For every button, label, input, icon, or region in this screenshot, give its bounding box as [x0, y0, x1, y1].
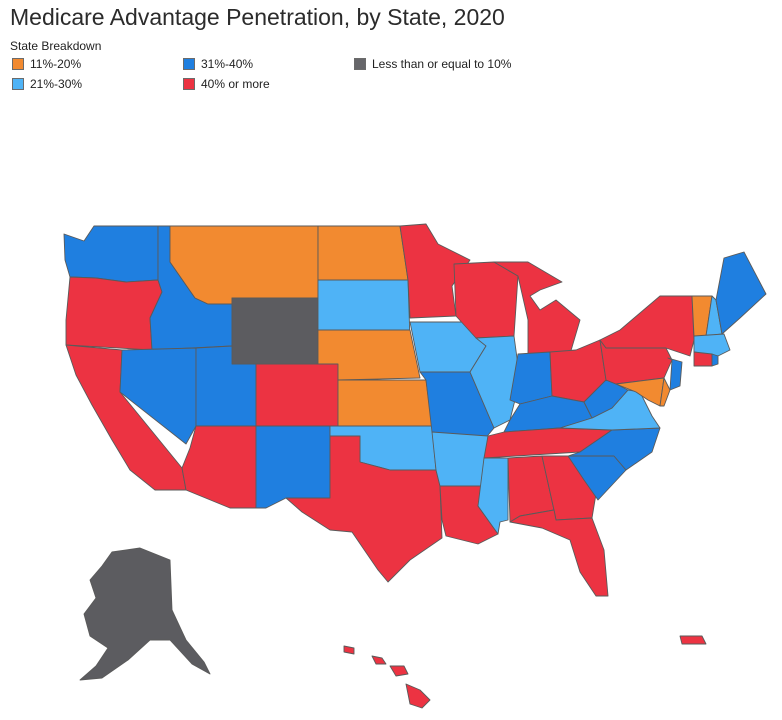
territory-puerto-rico[interactable] — [679, 635, 707, 645]
state-maryland[interactable] — [615, 377, 665, 407]
legend-swatch — [183, 78, 195, 90]
state-alaska[interactable] — [79, 547, 211, 681]
state-massachusetts[interactable] — [693, 333, 731, 357]
legend-item-31-40[interactable]: 31%-40% — [183, 57, 253, 71]
state-colorado[interactable] — [255, 363, 339, 427]
state-rhode-island[interactable] — [711, 353, 719, 367]
legend-label: 40% or more — [201, 77, 270, 91]
state-florida[interactable] — [509, 509, 609, 597]
state-north-dakota[interactable] — [317, 225, 409, 281]
legend-label: 21%-30% — [30, 77, 83, 91]
state-oregon[interactable] — [65, 276, 163, 351]
state-new-jersey[interactable] — [667, 357, 683, 391]
state-texas[interactable] — [285, 435, 443, 583]
state-hawaii[interactable] — [343, 645, 431, 709]
state-nevada[interactable] — [119, 347, 197, 445]
legend-item-21-30[interactable]: 21%-30% — [12, 77, 82, 91]
legend-label: 11%-20% — [30, 57, 82, 71]
legend-item-10-or-less[interactable]: Less than or equal to 10% — [354, 57, 511, 71]
legend-swatch — [183, 58, 195, 70]
state-maine[interactable] — [715, 251, 767, 335]
state-arizona[interactable] — [181, 425, 257, 509]
state-washington[interactable] — [63, 225, 159, 283]
state-wyoming[interactable] — [231, 297, 319, 365]
state-illinois[interactable] — [469, 335, 521, 429]
state-arkansas[interactable] — [431, 431, 489, 487]
state-kansas[interactable] — [337, 379, 433, 427]
legend-swatch — [354, 58, 366, 70]
legend-swatch — [12, 78, 24, 90]
legend-item-40-plus[interactable]: 40% or more — [183, 77, 270, 91]
legend-label: 31%-40% — [201, 57, 254, 71]
state-new-mexico[interactable] — [255, 425, 331, 509]
state-connecticut[interactable] — [693, 351, 713, 367]
state-delaware[interactable] — [659, 377, 671, 407]
state-new-york[interactable] — [599, 295, 695, 357]
map-title: Medicare Advantage Penetration, by State… — [10, 4, 505, 30]
legend-label: Less than or equal to 10% — [372, 57, 512, 71]
legend-item-11-20[interactable]: 11%-20% — [12, 57, 81, 71]
legend-swatch — [12, 58, 24, 70]
state-montana[interactable] — [169, 225, 319, 305]
state-minnesota[interactable] — [399, 223, 471, 319]
legend-title: State Breakdown — [10, 39, 102, 53]
state-michigan[interactable] — [493, 261, 581, 355]
